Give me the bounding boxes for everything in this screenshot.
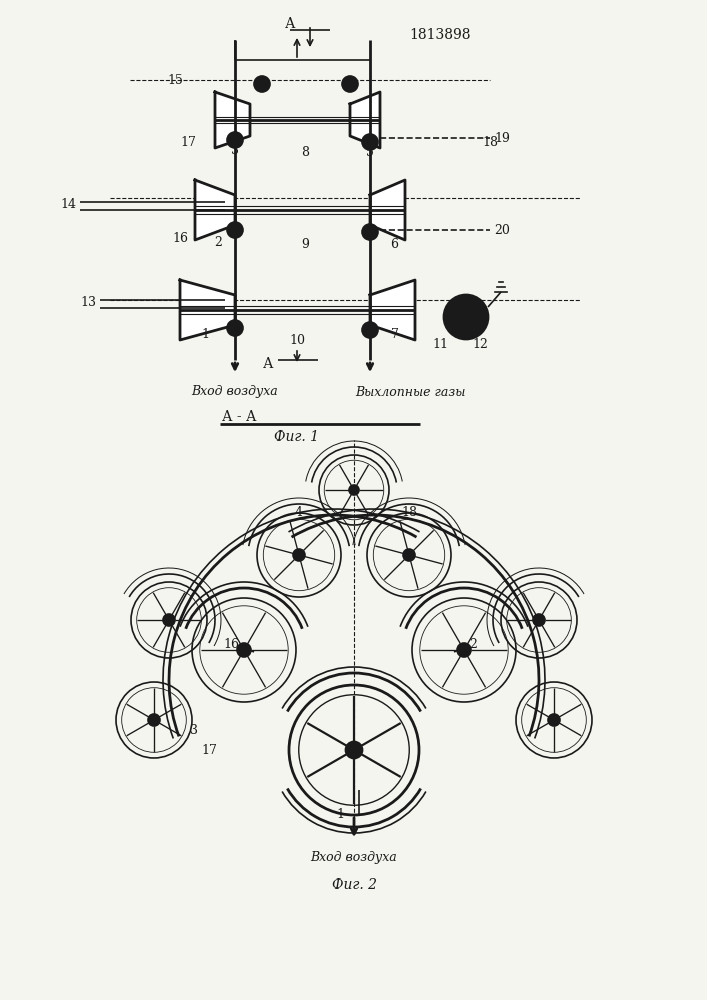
Text: 20: 20 — [494, 224, 510, 236]
Polygon shape — [370, 280, 415, 340]
Circle shape — [548, 714, 560, 726]
Circle shape — [444, 295, 488, 339]
Circle shape — [403, 549, 415, 561]
Circle shape — [457, 643, 471, 657]
Text: 9: 9 — [301, 237, 309, 250]
Circle shape — [254, 76, 270, 92]
Circle shape — [349, 485, 359, 495]
Text: 17: 17 — [180, 136, 196, 149]
Polygon shape — [215, 92, 250, 148]
Text: А: А — [263, 357, 273, 371]
Text: 3: 3 — [231, 143, 239, 156]
Text: 1: 1 — [201, 328, 209, 342]
Text: 2: 2 — [469, 639, 477, 652]
Text: 16: 16 — [172, 232, 188, 244]
Polygon shape — [195, 180, 235, 240]
Text: А: А — [285, 17, 296, 31]
Polygon shape — [350, 92, 380, 148]
Text: 16: 16 — [223, 639, 239, 652]
Text: 4: 4 — [295, 506, 303, 518]
Text: 18: 18 — [401, 506, 417, 518]
Circle shape — [342, 76, 358, 92]
Circle shape — [227, 132, 243, 148]
Text: 3: 3 — [190, 724, 198, 736]
Text: 15: 15 — [167, 74, 183, 87]
Text: 13: 13 — [80, 296, 96, 308]
Circle shape — [227, 222, 243, 238]
Circle shape — [293, 549, 305, 561]
Circle shape — [163, 614, 175, 626]
Text: 5: 5 — [366, 145, 374, 158]
Polygon shape — [370, 180, 405, 240]
Text: Вход воздуха: Вход воздуха — [192, 385, 279, 398]
Text: 2: 2 — [214, 235, 222, 248]
Circle shape — [362, 322, 378, 338]
Polygon shape — [180, 280, 235, 340]
Text: Фиг. 1: Фиг. 1 — [274, 430, 320, 444]
Circle shape — [346, 742, 362, 758]
Text: 6: 6 — [390, 237, 398, 250]
Circle shape — [227, 320, 243, 336]
Text: Вход воздуха: Вход воздуха — [310, 852, 397, 864]
Text: 1: 1 — [336, 808, 344, 822]
Circle shape — [533, 614, 545, 626]
Text: 8: 8 — [301, 145, 309, 158]
Text: 10: 10 — [289, 334, 305, 347]
Circle shape — [237, 643, 251, 657]
Text: Выхлопные газы: Выхлопные газы — [355, 385, 465, 398]
Text: Фиг. 2: Фиг. 2 — [332, 878, 377, 892]
Text: 17: 17 — [201, 744, 217, 756]
Text: 12: 12 — [472, 338, 488, 352]
Circle shape — [362, 134, 378, 150]
Text: 7: 7 — [391, 328, 399, 342]
Text: 1813898: 1813898 — [409, 28, 471, 42]
Text: А - А: А - А — [222, 410, 257, 424]
Text: 14: 14 — [60, 198, 76, 212]
Circle shape — [148, 714, 160, 726]
Text: 11: 11 — [432, 338, 448, 352]
Text: 18: 18 — [482, 135, 498, 148]
Circle shape — [362, 224, 378, 240]
Text: 19: 19 — [494, 131, 510, 144]
